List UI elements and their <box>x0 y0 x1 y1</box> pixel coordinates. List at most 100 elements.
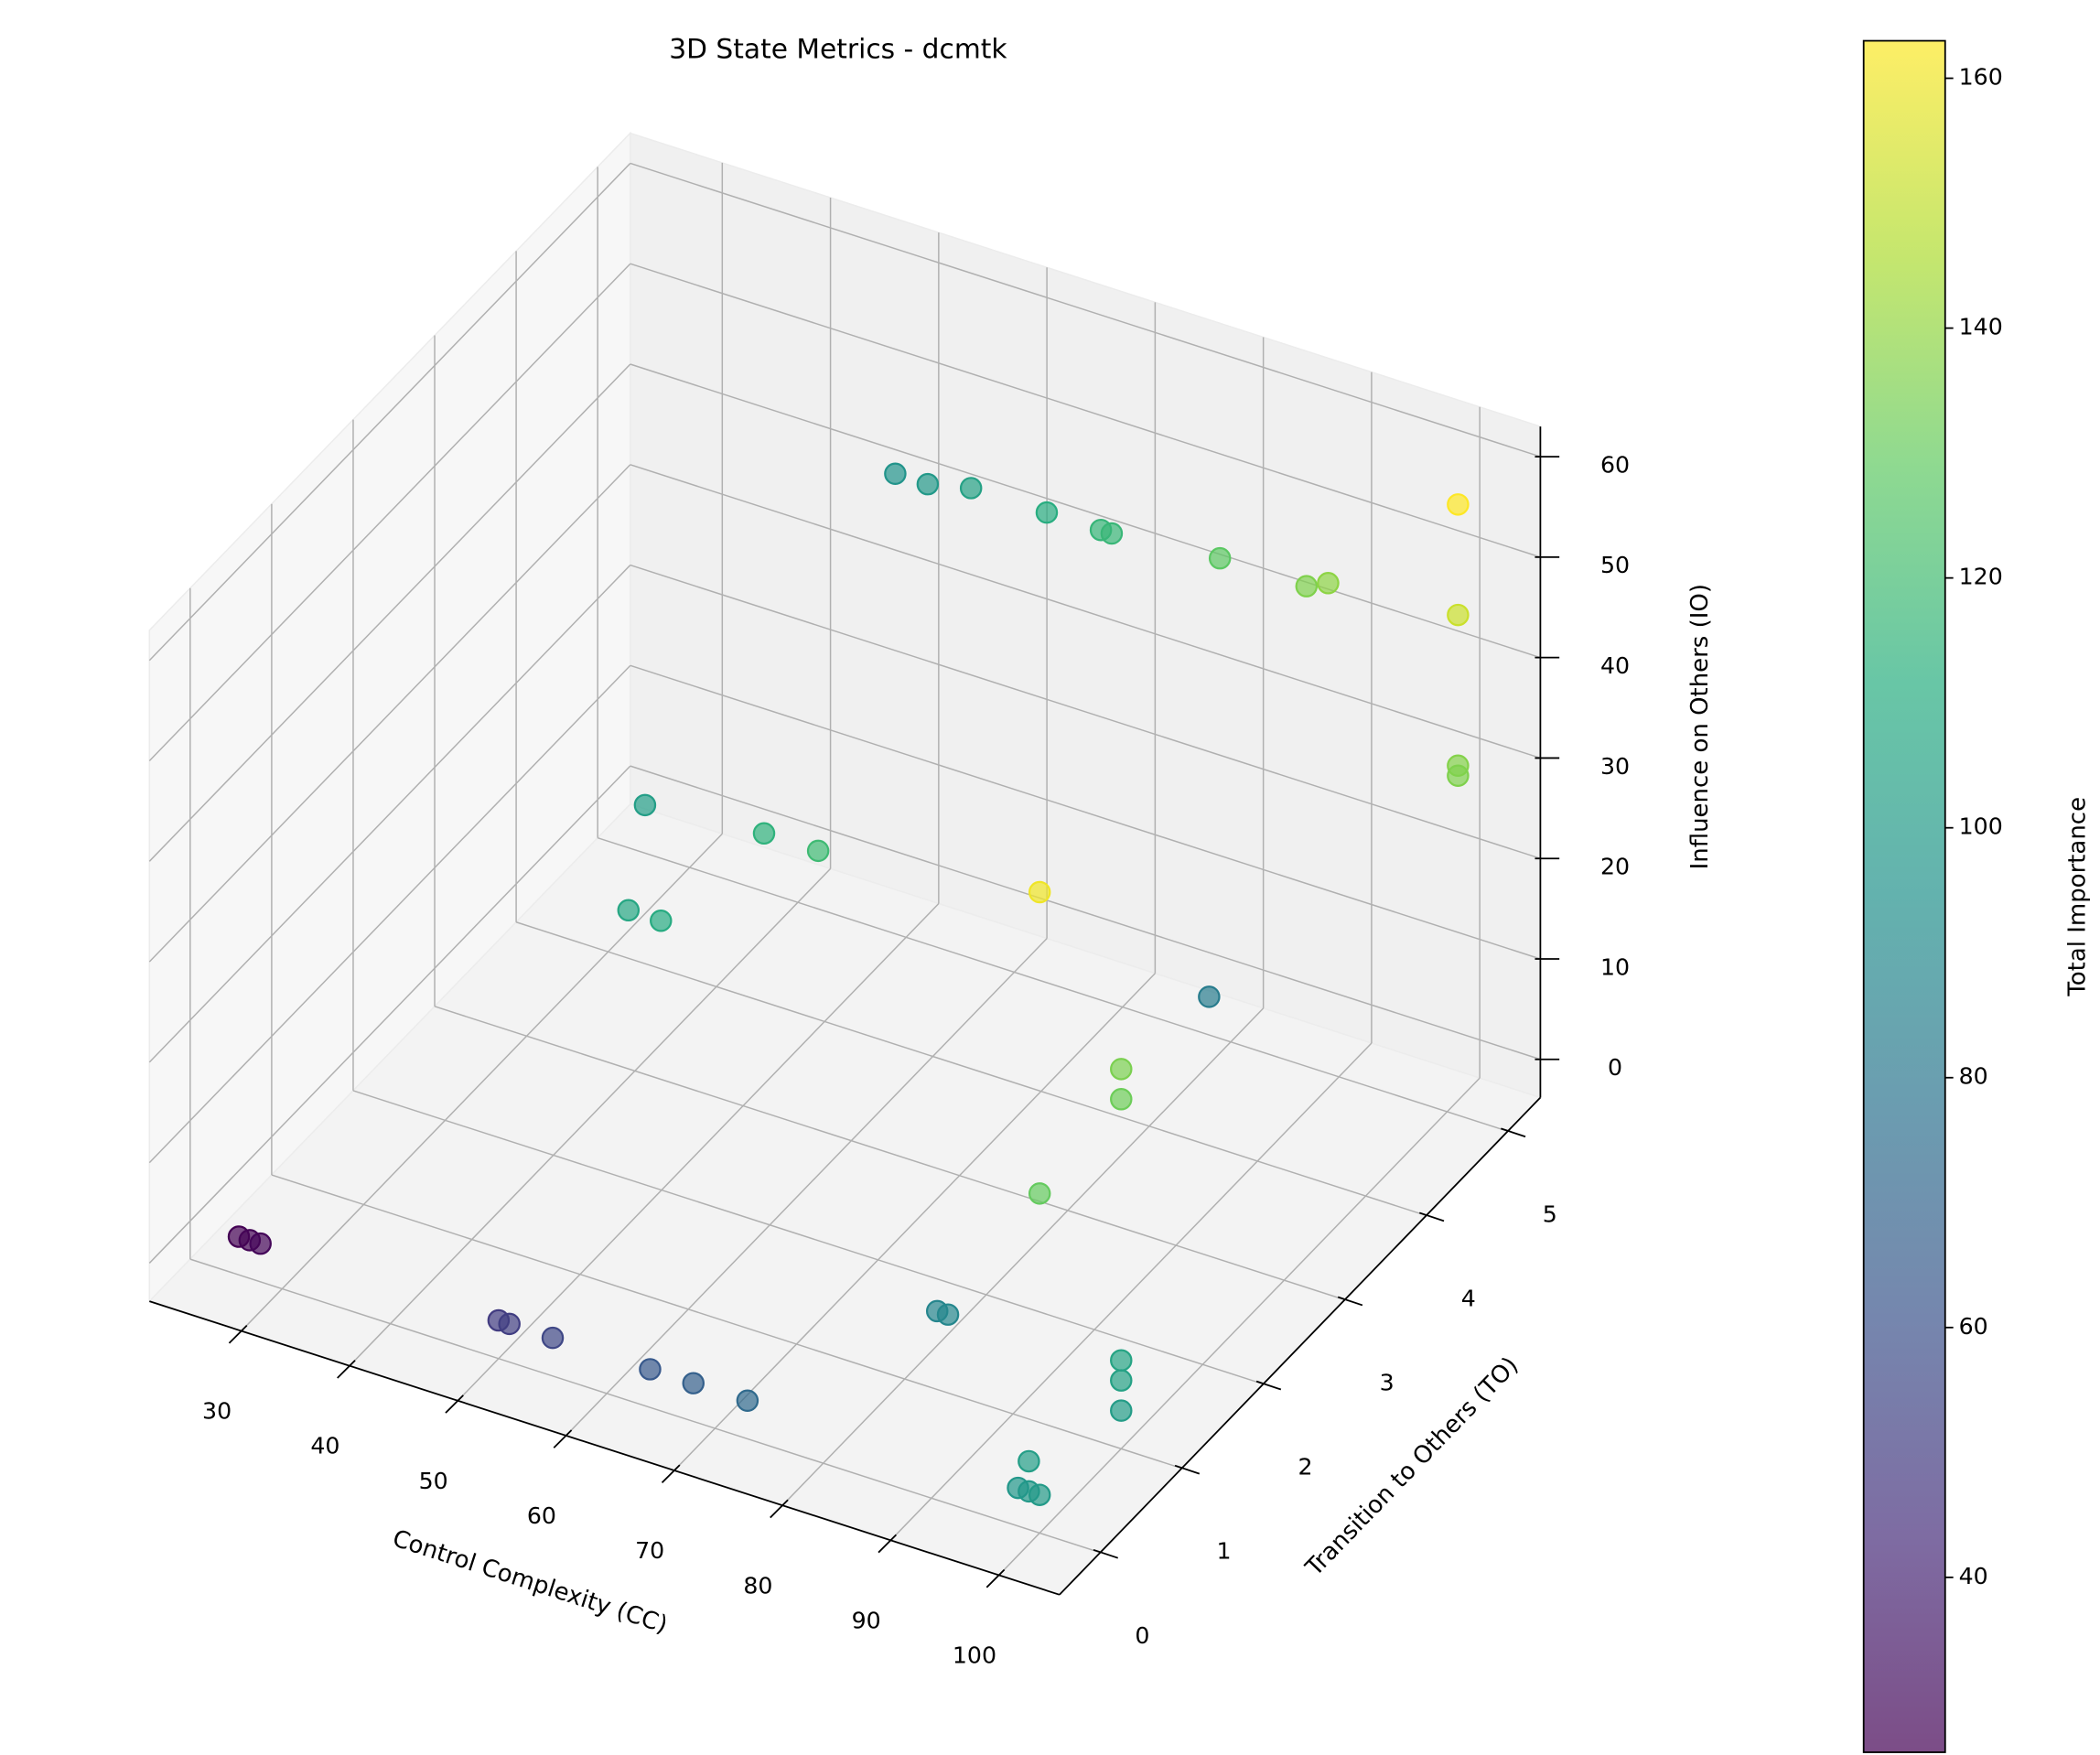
x-tick-label: 50 <box>419 1468 448 1494</box>
grid-line <box>630 464 1541 759</box>
point <box>1110 1369 1133 1392</box>
point <box>1018 1449 1040 1473</box>
grid-line <box>673 973 1156 1471</box>
x-tick-mark <box>228 1324 248 1344</box>
grid-line <box>457 902 940 1402</box>
point <box>617 899 641 922</box>
point <box>936 1303 960 1326</box>
z-tick-label: 50 <box>1600 552 1630 578</box>
z-tick-label: 40 <box>1600 652 1630 679</box>
grid-line <box>630 363 1541 659</box>
colorbar-tick-label: 80 <box>1959 1063 1988 1090</box>
grid-line <box>597 836 1508 1133</box>
x-tick-mark <box>445 1394 464 1414</box>
grid-line <box>515 921 1427 1217</box>
grid-line <box>630 162 1541 458</box>
grid-line <box>148 464 631 963</box>
y-tick-mark <box>1174 1464 1201 1475</box>
grid-line <box>349 867 832 1367</box>
colorbar-tick-label: 60 <box>1959 1313 1988 1340</box>
point <box>639 1358 662 1381</box>
z-tick-label: 60 <box>1600 451 1630 478</box>
x-axis-line <box>149 1300 1061 1596</box>
point <box>736 1389 759 1412</box>
grid-line <box>271 1174 1182 1470</box>
y-tick-mark <box>1255 1380 1282 1391</box>
grid-line <box>148 263 631 762</box>
chart-title: 3D State Metrics - dcmtk <box>669 32 1007 64</box>
z-tick-label: 0 <box>1608 1054 1622 1081</box>
grid-line <box>241 833 723 1332</box>
x-tick-label: 60 <box>527 1502 556 1529</box>
point <box>1447 493 1470 516</box>
y-tick-mark <box>1418 1211 1445 1222</box>
x-tick-label: 70 <box>635 1537 664 1564</box>
grid-line <box>630 664 1541 960</box>
z-tick-label: 20 <box>1600 854 1630 880</box>
grid-line <box>781 1007 1265 1506</box>
y-axis-label: Transition to Others (TO) <box>1300 1351 1524 1582</box>
point <box>249 1232 272 1255</box>
point <box>1110 1349 1133 1372</box>
x-tick-label: 40 <box>310 1433 339 1459</box>
y-tick-label: 2 <box>1298 1454 1313 1480</box>
x-axis-label: Control Complexity (CC) <box>389 1525 671 1640</box>
x-tick-mark <box>661 1464 681 1484</box>
x-tick-mark <box>878 1534 897 1554</box>
y-tick-label: 0 <box>1135 1622 1149 1649</box>
point <box>1447 764 1470 787</box>
colorbar-frame <box>1862 39 1946 1753</box>
point <box>1035 501 1059 524</box>
x-tick-label: 30 <box>202 1398 232 1425</box>
grid-line <box>889 1042 1373 1541</box>
y-tick-label: 4 <box>1461 1285 1476 1311</box>
point <box>884 462 907 485</box>
point <box>541 1326 565 1350</box>
z-tick-label: 10 <box>1600 953 1630 980</box>
grid-line <box>630 263 1541 558</box>
colorbar-tick-label: 140 <box>1959 314 2003 340</box>
colorbar-tick-label: 160 <box>1959 64 2003 91</box>
grid-line <box>148 162 631 662</box>
point <box>1110 1399 1133 1422</box>
z-tick-label: 30 <box>1600 753 1630 780</box>
grid-line <box>565 938 1048 1437</box>
x-tick-mark <box>985 1568 1006 1588</box>
grid-line <box>630 765 1541 1061</box>
x-tick-mark <box>337 1360 356 1379</box>
grid-line <box>630 564 1541 859</box>
colorbar-tick-label: 40 <box>1959 1563 1988 1589</box>
x-tick-mark <box>770 1499 789 1519</box>
y-tick-label: 5 <box>1543 1201 1557 1227</box>
point <box>633 793 657 817</box>
point <box>1028 1182 1051 1205</box>
y-axis-line <box>1059 1096 1542 1596</box>
grid-line <box>148 565 631 1063</box>
colorbar-tick-label: 100 <box>1959 813 2003 840</box>
y-tick-label: 3 <box>1380 1370 1395 1396</box>
colorbar-tick-label: 120 <box>1959 564 2003 590</box>
grid-line <box>998 1077 1481 1576</box>
point <box>682 1372 705 1394</box>
colorbar-label: Total Importance <box>2064 797 2092 997</box>
point <box>650 909 673 932</box>
point <box>959 477 983 500</box>
point <box>1100 522 1124 545</box>
x-tick-label: 90 <box>852 1607 881 1633</box>
grid-line <box>148 363 631 862</box>
grid-line <box>352 1090 1264 1385</box>
grid-line <box>434 1006 1345 1301</box>
point <box>1447 603 1470 627</box>
x-tick-label: 80 <box>743 1572 772 1599</box>
y-tick-mark <box>1093 1548 1119 1559</box>
point <box>1208 546 1232 570</box>
x-tick-label: 100 <box>953 1642 996 1669</box>
point <box>1198 985 1221 1008</box>
y-tick-mark <box>1501 1127 1526 1138</box>
point <box>1028 880 1051 904</box>
point <box>752 822 776 845</box>
y-tick-label: 1 <box>1216 1538 1231 1565</box>
x-tick-mark <box>553 1429 573 1448</box>
point <box>1317 572 1340 595</box>
